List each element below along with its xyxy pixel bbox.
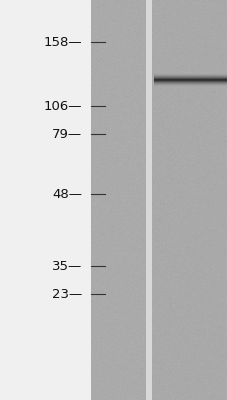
Bar <box>91 0 145 400</box>
Bar <box>151 0 227 400</box>
Bar <box>145 0 151 400</box>
Text: 35—: 35— <box>52 260 82 272</box>
Text: 23—: 23— <box>52 288 82 300</box>
Text: 106—: 106— <box>43 100 82 112</box>
Text: 158—: 158— <box>43 36 82 48</box>
Text: 48—: 48— <box>52 188 82 200</box>
Bar <box>0 0 91 400</box>
Text: 79—: 79— <box>52 128 82 140</box>
